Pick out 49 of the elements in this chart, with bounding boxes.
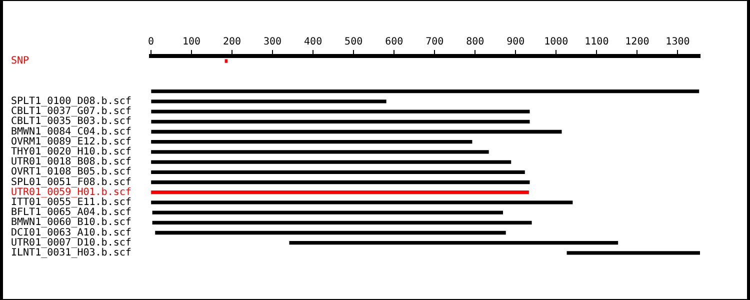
bar [151, 110, 530, 114]
y-tick-label: CBLT1_0035_B03.b.scf [11, 116, 132, 128]
y-tick-label: UTR01_0018_B08.b.scf [11, 156, 132, 168]
bar [151, 170, 525, 174]
x-tick-label: 900 [506, 36, 525, 48]
x-tick-label: 700 [426, 36, 444, 48]
y-tick-label: ILNT1_0031_H03.b.scf [11, 248, 132, 259]
x-tick-label: 100 [182, 36, 201, 48]
bar [151, 90, 700, 94]
bar [151, 120, 530, 124]
bar [289, 241, 618, 245]
x-tick-label: 500 [344, 36, 363, 48]
bar [151, 130, 562, 134]
y-tick-label: UTR01_0059_H01.b.scf [11, 186, 132, 198]
bar [566, 251, 700, 255]
y-tick-label: SPLT1_0100_D08.b.scf [11, 96, 132, 108]
y-tick-label: SPL01_0051_F08.b.scf [11, 176, 132, 188]
x-tick-label: 1100 [584, 36, 609, 48]
bar [152, 210, 504, 214]
y-tick-label: CBLT1_0037_G07.b.scf [11, 106, 132, 118]
bar [151, 140, 472, 144]
y-tick-label: SNP [11, 56, 30, 67]
bar [151, 100, 386, 104]
x-tick-label: 1000 [544, 36, 568, 48]
y-tick-label: BFLT1_0065_A04.b.scf [11, 207, 132, 218]
bar [152, 220, 532, 224]
bar [151, 180, 530, 184]
y-tick-label: OVRT1_0108_B05.b.scf [11, 166, 132, 178]
x-tick-label: 200 [223, 36, 242, 48]
x-tick-label: 300 [264, 36, 282, 48]
bar [151, 190, 529, 194]
bar [151, 150, 489, 154]
x-tick-label: 1200 [625, 36, 650, 48]
x-tick-label: 800 [466, 36, 484, 48]
x-tick-label: 600 [385, 36, 404, 48]
x-tick-label: 0 [148, 36, 154, 48]
x-tick-label: 1300 [666, 36, 690, 48]
y-tick-label: THY01_0020_H10.b.scf [11, 146, 132, 158]
bar [224, 59, 228, 63]
bar [151, 200, 573, 204]
bar [155, 230, 506, 235]
bar [151, 160, 512, 164]
y-tick-label: OVRM1_0089_E12.b.scf [11, 136, 132, 148]
y-tick-label: BMWN1_0060_B10.b.scf [11, 217, 132, 228]
y-tick-label: BMWN1_0084_C04.b.scf [11, 126, 132, 138]
y-tick-label: UTR01_0007_D10.b.scf [11, 237, 132, 248]
y-tick-label: ITT01_0055_E11.b.scf [11, 197, 132, 208]
y-tick-label: DCI01_0063_A10.b.scf [11, 227, 132, 238]
x-tick-label: 400 [304, 36, 322, 48]
